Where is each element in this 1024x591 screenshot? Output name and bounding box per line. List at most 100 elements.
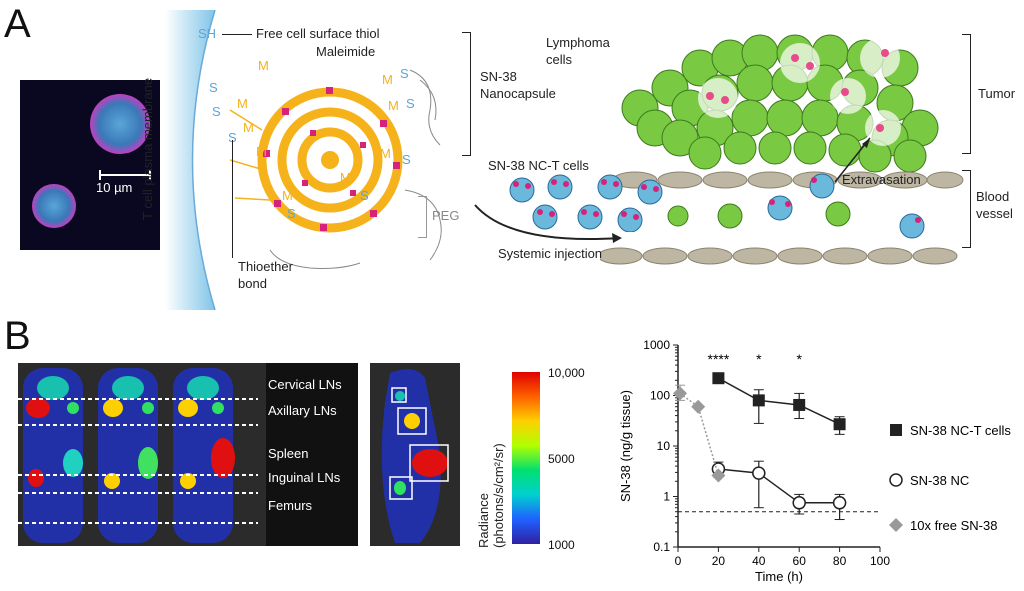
m-label: M	[256, 144, 267, 159]
y-tick-label: 10	[657, 439, 671, 453]
nct-cells-label: SN-38 NC-T cells	[488, 158, 589, 173]
significance-annotation: *	[756, 351, 762, 367]
legend-label: SN-38 NC	[910, 473, 969, 488]
m-label: M	[237, 96, 248, 111]
s-label: S	[402, 152, 411, 167]
x-tick-label: 80	[833, 554, 847, 568]
extravasation-label: Extravasation	[842, 172, 921, 187]
tumor-scene	[600, 34, 964, 265]
nanocapsule-label-line2: Nanocapsule	[480, 86, 556, 101]
colorbar-title-line2: (photons/s/cm²/sr)	[491, 443, 506, 548]
s-label: S	[212, 104, 221, 119]
m-label: M	[243, 120, 254, 135]
single-mouse-image	[381, 369, 449, 543]
colorbar-tick-max: 10,000	[548, 366, 585, 380]
data-point	[833, 418, 846, 431]
y-tick-label: 0.1	[653, 540, 670, 554]
m-label: M	[388, 98, 399, 113]
data-point	[793, 398, 806, 411]
data-point	[691, 399, 706, 414]
vessel-bracket	[962, 170, 971, 248]
nanocapsule-label-line1: SN-38	[480, 69, 517, 84]
x-tick-label: 0	[675, 554, 682, 568]
y-tick-label: 1000	[643, 338, 670, 352]
legend-marker	[889, 518, 903, 532]
plasma-membrane	[165, 10, 216, 310]
tumor-bracket	[962, 34, 971, 154]
sh-label: SH	[198, 26, 217, 41]
s-label: S	[400, 66, 409, 81]
mice-scan-image	[18, 363, 358, 546]
x-tick-label: 20	[712, 554, 726, 568]
significance-annotation: ****	[708, 351, 730, 367]
m-label: M	[282, 188, 293, 203]
systemic-injection-label: Systemic injection	[498, 246, 603, 261]
y-axis-label: SN-38 (ng/g tissue)	[618, 390, 633, 502]
nanocapsule-bracket	[462, 32, 471, 156]
lymphoma-label-line2: cells	[546, 52, 573, 67]
blood-vessel-label: Blood vessel	[976, 188, 1013, 222]
scale-bar-label: 10 µm	[96, 180, 133, 195]
membrane-label: T cell plasma membrane	[140, 77, 155, 220]
s-label: S	[209, 80, 218, 95]
colorbar-tick-mid: 5000	[548, 452, 575, 466]
legend-marker	[890, 424, 902, 436]
panel-b-label: B	[4, 314, 31, 358]
s-label: S	[287, 206, 296, 221]
single-mouse-scan	[370, 363, 460, 546]
organ-label-inguinal: Inguinal LNs	[268, 470, 341, 485]
colorbar-title-line1: Radiance	[476, 493, 491, 548]
panel-a-label: A	[4, 2, 31, 46]
x-axis-label: Time (h)	[755, 569, 803, 584]
injection-arrow	[474, 204, 622, 243]
data-point	[832, 496, 847, 510]
peg-bracket	[418, 196, 427, 238]
nanocapsule-label: SN-38 Nanocapsule	[480, 68, 556, 102]
maleimide-label: Maleimide	[316, 44, 376, 59]
x-tick-label: 40	[752, 554, 766, 568]
series-line	[718, 468, 840, 504]
blood-vessel-label-line2: vessel	[976, 206, 1013, 221]
colorbar-tick-min: 1000	[548, 538, 575, 552]
thioether-leader-line	[232, 140, 233, 258]
bioluminescence-scan	[18, 363, 358, 546]
y-tick-label: 100	[650, 389, 670, 403]
y-tick-label: 1	[663, 490, 670, 504]
data-point	[712, 372, 725, 385]
m-label: M	[380, 146, 391, 161]
s-label: S	[228, 130, 237, 145]
nanocapsule-diagram	[229, 69, 442, 269]
micrograph-image	[32, 94, 151, 228]
sn38-chart: 0.1 1 10 100 1000 0 20 40 60 80 100 Time (h) SN-38 (…	[618, 338, 1011, 584]
m-label: M	[382, 72, 393, 87]
x-tick-label: 100	[870, 554, 890, 568]
organ-label-cervical: Cervical LNs	[268, 377, 342, 392]
organ-label-axillary: Axillary LNs	[268, 403, 337, 418]
tumor-label: Tumor	[978, 86, 1016, 101]
nct-cells-cluster	[509, 174, 663, 232]
data-point	[752, 466, 766, 480]
lymphoma-label-line1: Lymphoma	[546, 35, 610, 50]
s-label: S	[360, 188, 369, 203]
data-point	[711, 468, 726, 483]
series-line	[718, 377, 840, 425]
thioether-label: Thioether bond	[238, 258, 293, 292]
thioether-label-line1: Thioether	[238, 259, 293, 274]
organ-label-spleen: Spleen	[268, 446, 309, 461]
peg-label: PEG	[432, 208, 460, 223]
colorbar-title: Radiance (photons/s/cm²/sr)	[476, 443, 506, 548]
t-cell-micrograph: 10 µm	[20, 80, 160, 250]
thioether-label-line2: bond	[238, 276, 267, 291]
blood-vessel-label-line1: Blood	[976, 189, 1010, 204]
legend-label: 10x free SN-38	[910, 518, 997, 533]
legend-marker	[889, 473, 903, 487]
data-point	[752, 394, 765, 407]
x-tick-label: 60	[793, 554, 807, 568]
organ-label-femurs: Femurs	[268, 498, 313, 513]
data-point	[792, 496, 806, 510]
significance-annotation: *	[796, 351, 802, 367]
data-point	[673, 386, 688, 401]
sh-leader-line	[222, 34, 252, 35]
m-label: M	[340, 170, 351, 185]
m-label: M	[258, 58, 269, 73]
